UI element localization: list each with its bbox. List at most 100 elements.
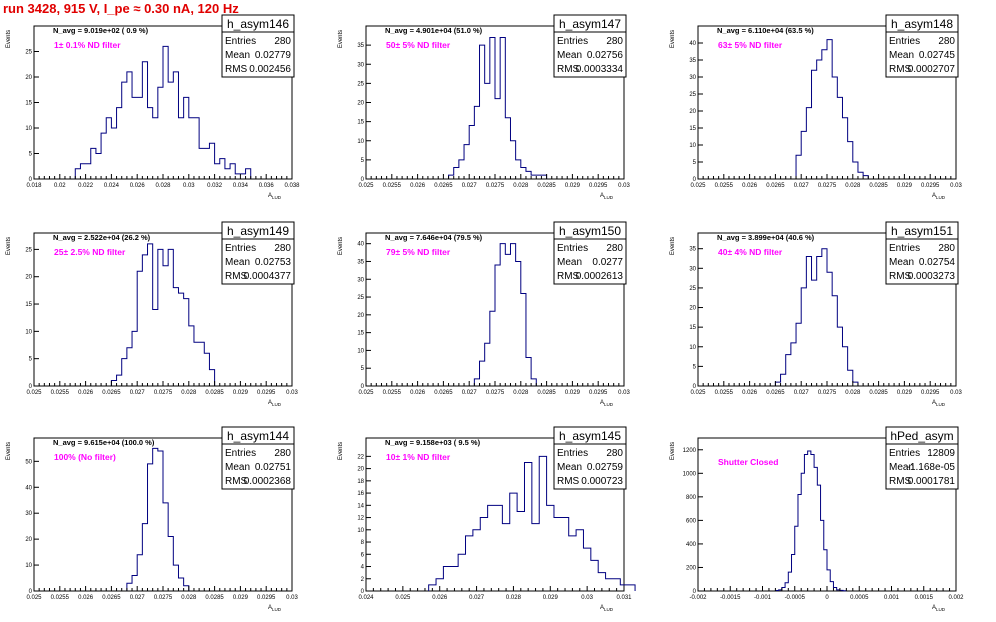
- stats-box: h_asym149 Entries 280 Mean 0.02753 RMS0.00043…: [221, 221, 295, 285]
- y-tick-label: 22: [357, 454, 364, 460]
- x-tick-label: 0.0295: [589, 183, 608, 189]
- x-tick-label: 0.018: [26, 183, 42, 189]
- histogram-panel-h_asym148: 0.025 0.0255 0.026 0.0265 0.027 0.0275 0.028 0.…: [670, 14, 962, 200]
- y-tick-label: 5: [693, 160, 697, 166]
- x-tick-label: -0.0015: [720, 595, 741, 601]
- y-tick-label: 400: [686, 542, 697, 548]
- x-tick-label: 0.028: [155, 183, 171, 189]
- stats-rms-label: RMS: [225, 271, 248, 282]
- y-tick-label: 0: [693, 177, 697, 183]
- stats-mean-value: 0.02759: [587, 462, 624, 473]
- x-tick-label: 0.0255: [51, 595, 70, 601]
- y-tick-label: 20: [689, 306, 696, 312]
- stats-mean-value: 0.02753: [255, 257, 292, 268]
- x-axis-label-subscript: LUD: [936, 195, 946, 200]
- x-tick-label: 0.03: [286, 390, 298, 396]
- x-tick-label: 0.0275: [486, 390, 505, 396]
- plot-frame: [365, 437, 625, 592]
- stats-rms-value: 0.000723: [581, 476, 623, 487]
- stats-mean-value: 0.02756: [587, 50, 624, 61]
- x-tick-label: -0.002: [689, 595, 707, 601]
- y-tick-label: 35: [689, 247, 696, 253]
- x-tick-label: 0.026: [78, 595, 94, 601]
- x-axis: 0.025 0.0255 0.026 0.0265 0.027 0.0275 0.028 0.…: [358, 381, 630, 396]
- x-tick-label: 0.024: [358, 595, 374, 601]
- stats-box-frame: [553, 221, 627, 285]
- stats-box-frame: [221, 221, 295, 285]
- x-tick-label: 0.025: [26, 595, 42, 601]
- y-tick-label: 15: [357, 120, 364, 126]
- histogram-line: [428, 455, 636, 591]
- stats-rms-value: 0.0003334: [576, 64, 624, 75]
- y-tick-label: 1200: [683, 448, 697, 454]
- y-tick-label: 25: [357, 81, 364, 87]
- stats-title: h_asym150: [559, 224, 621, 238]
- stats-entries-label: Entries: [889, 243, 920, 254]
- x-tick-label: 0.0285: [869, 183, 888, 189]
- y-axis-label: Events: [670, 237, 676, 255]
- stats-rms-value: 0.0002707: [908, 64, 956, 75]
- stats-mean-label: Mean: [557, 462, 582, 473]
- y-tick-label: 10: [689, 143, 696, 149]
- x-tick-label: 0.029: [897, 183, 913, 189]
- x-tick-label: 0.0255: [715, 390, 734, 396]
- x-axis-label: ALUD: [600, 605, 614, 612]
- x-tick-label: 0.026: [78, 390, 94, 396]
- y-tick-label: 20: [25, 75, 32, 81]
- x-tick-label: 0.0285: [537, 390, 556, 396]
- y-tick-label: 10: [357, 528, 364, 534]
- x-tick-label: 0.0265: [102, 390, 121, 396]
- navg-text: N_avg = 9.158e+03 ( 9.5 %): [385, 438, 481, 447]
- y-tick-label: 0: [361, 384, 365, 390]
- stats-entries-value: 280: [274, 36, 291, 47]
- stats-entries-value: 280: [606, 448, 623, 459]
- y-tick-label: 20: [357, 467, 364, 473]
- x-axis: 0.025 0.0255 0.026 0.0265 0.027 0.0275 0.028 0.…: [690, 381, 962, 396]
- stats-mean-label: Mean: [225, 462, 250, 473]
- x-tick-label: 0.027: [462, 390, 478, 396]
- y-axis-label: Events: [6, 442, 12, 460]
- x-tick-label: 0.03: [581, 595, 593, 601]
- y-tick-label: 30: [689, 75, 696, 81]
- stats-rms-label: RMS: [557, 476, 580, 487]
- x-tick-label: 0.0275: [154, 595, 173, 601]
- y-tick-label: 0: [693, 384, 697, 390]
- y-tick-label: 0: [361, 177, 365, 183]
- y-tick-label: 15: [25, 302, 32, 308]
- stats-mean-label: Mean: [889, 50, 914, 61]
- x-tick-label: 0.0255: [383, 390, 402, 396]
- histogram-panel-h_asym149: 0.025 0.0255 0.026 0.0265 0.027 0.0275 0.028 0.…: [6, 221, 298, 407]
- histogram-panel-h_asym147: 0.025 0.0255 0.026 0.0265 0.027 0.0275 0.028 0.…: [338, 14, 630, 200]
- stats-mean-value: 0.02754: [919, 257, 956, 268]
- y-tick-label: 15: [25, 101, 32, 107]
- x-tick-label: 0.025: [358, 183, 374, 189]
- y-axis-label: Events: [338, 30, 344, 48]
- x-axis-label: ALUD: [600, 400, 614, 407]
- x-tick-label: 0.027: [130, 390, 146, 396]
- stats-entries-value: 280: [606, 243, 623, 254]
- y-tick-label: 18: [357, 479, 364, 485]
- x-tick-label: 0.034: [233, 183, 249, 189]
- y-tick-label: 35: [357, 43, 364, 49]
- y-tick-label: 10: [357, 139, 364, 145]
- y-tick-label: 25: [25, 247, 32, 253]
- stats-box: h_asym144 Entries 280 Mean 0.02751 RMS0.00023…: [221, 426, 295, 490]
- stats-mean-value: -1.168e-05: [907, 462, 956, 473]
- x-axis-label: ALUD: [268, 193, 282, 200]
- x-tick-label: 0.027: [462, 183, 478, 189]
- x-tick-label: 0.0265: [434, 183, 453, 189]
- navg-text: N_avg = 7.646e+04 (79.5 %): [385, 233, 483, 242]
- x-tick-label: 0.025: [690, 183, 706, 189]
- stats-entries-label: Entries: [557, 448, 588, 459]
- x-tick-label: 0.028: [181, 595, 197, 601]
- filter-label: 63± 5% ND filter: [718, 40, 783, 50]
- stats-rms-value: 0.0003273: [908, 271, 956, 282]
- x-axis-label-subscript: LUD: [272, 607, 282, 612]
- histogram-line: [126, 447, 190, 591]
- y-tick-label: 5: [29, 357, 33, 363]
- y-tick-label: 0: [29, 384, 33, 390]
- x-tick-label: 0.0295: [257, 595, 276, 601]
- x-tick-label: 0.027: [130, 595, 146, 601]
- x-axis-label-subscript: LUD: [604, 195, 614, 200]
- stats-rms-label: RMS: [889, 64, 912, 75]
